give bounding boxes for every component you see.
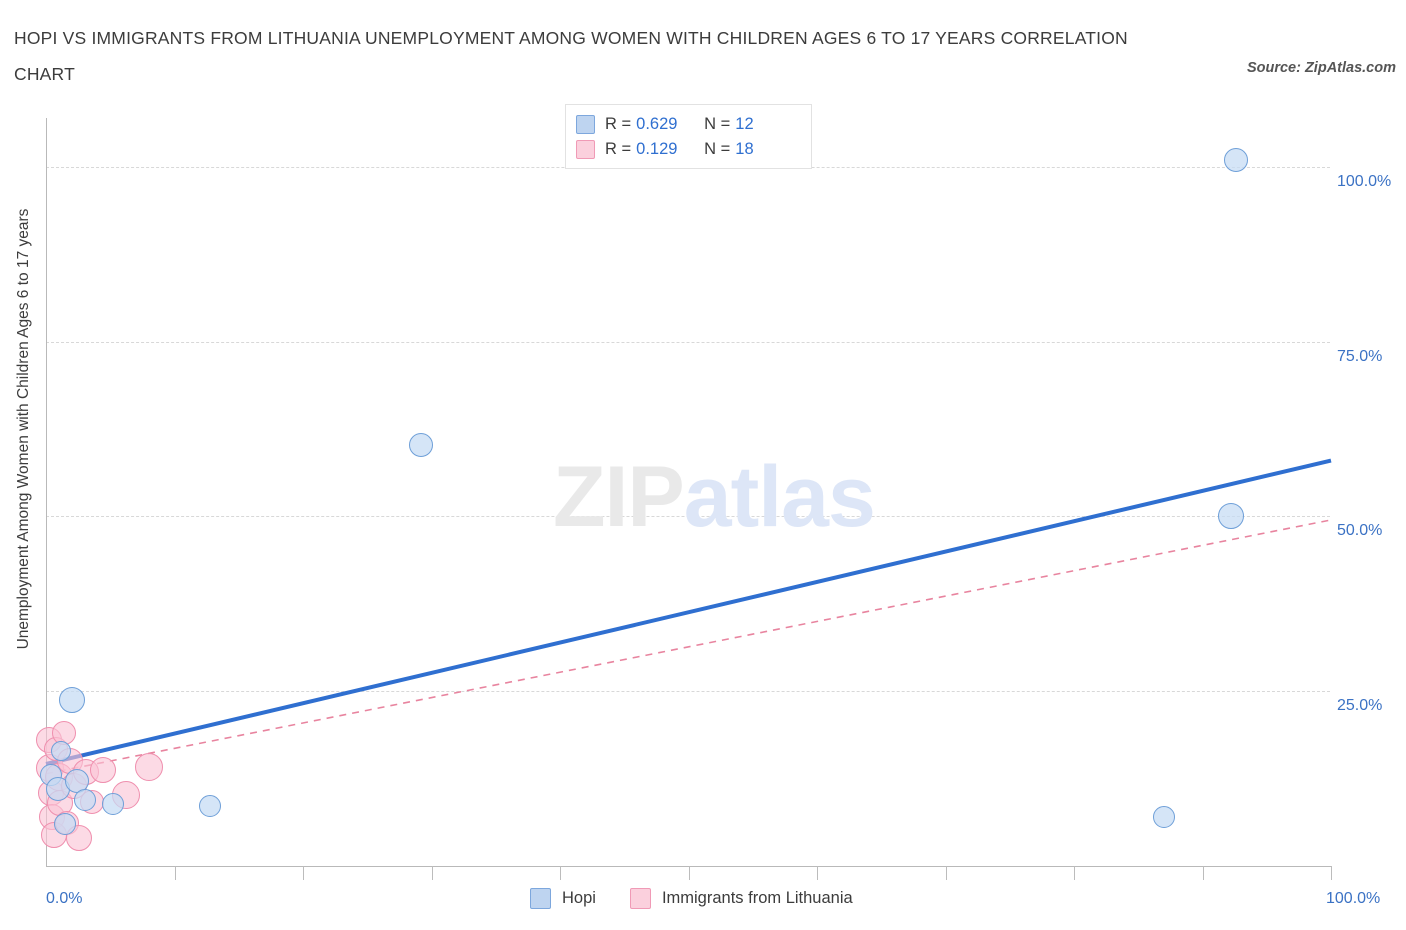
data-point[interactable] xyxy=(199,794,222,817)
legend-swatch-hopi-icon xyxy=(530,888,551,909)
series-legend: Hopi Immigrants from Lithuania xyxy=(530,888,887,909)
n-value-hopi: 12 xyxy=(735,115,754,133)
y-axis-title: Unemployment Among Women with Children A… xyxy=(15,208,32,650)
x-axis-min-label: 0.0% xyxy=(46,890,83,907)
n-value-lithuania: 18 xyxy=(735,140,754,158)
plot-area xyxy=(46,118,1330,866)
x-axis-tick xyxy=(817,866,818,880)
stat-row-lithuania: R = 0.129 N = 18 xyxy=(576,137,801,162)
x-axis-tick xyxy=(945,866,947,880)
page-title: HOPI VS IMMIGRANTS FROM LITHUANIA UNEMPL… xyxy=(14,28,1128,84)
legend-label-hopi: Hopi xyxy=(562,889,596,907)
legend-item-lithuania[interactable]: Immigrants from Lithuania xyxy=(629,888,853,909)
data-point[interactable] xyxy=(409,433,434,458)
x-axis-tick xyxy=(431,866,433,880)
y-axis-tick-label: 100.0% xyxy=(1337,172,1392,190)
swatch-blue-icon xyxy=(576,115,595,134)
data-point[interactable] xyxy=(1217,503,1244,530)
data-point[interactable] xyxy=(134,752,163,781)
correlation-stats-box: R = 0.629 N = 12 R = 0.129 N = 18 xyxy=(565,104,812,169)
x-axis-tick xyxy=(560,866,561,880)
legend-item-hopi[interactable]: Hopi xyxy=(530,888,596,909)
data-point[interactable] xyxy=(51,740,72,761)
x-axis-max-label: 100.0% xyxy=(1326,890,1381,907)
data-point[interactable] xyxy=(89,756,116,783)
data-point[interactable] xyxy=(54,813,77,836)
data-point[interactable] xyxy=(73,788,96,811)
chart-header: HOPI VS IMMIGRANTS FROM LITHUANIA UNEMPL… xyxy=(0,0,1406,96)
gridline xyxy=(46,341,1330,343)
stat-row-hopi: R = 0.629 N = 12 xyxy=(576,112,801,137)
r-value-lithuania: 0.129 xyxy=(636,140,678,158)
n-label-hopi: N = xyxy=(704,115,731,133)
x-axis-tick xyxy=(1331,866,1332,880)
x-axis-tick xyxy=(1202,866,1204,880)
y-axis-tick-label: 75.0% xyxy=(1337,347,1383,365)
n-label-lithuania: N = xyxy=(704,140,731,158)
data-point[interactable] xyxy=(58,686,85,713)
source-label: Source: ZipAtlas.com xyxy=(1246,60,1396,76)
gridline xyxy=(46,691,1330,693)
data-point[interactable] xyxy=(101,793,124,816)
legend-label-lithuania: Immigrants from Lithuania xyxy=(661,889,853,907)
r-label-lithuania: R = xyxy=(605,140,632,158)
swatch-pink-icon xyxy=(576,140,595,159)
data-point[interactable] xyxy=(1152,806,1175,829)
r-label-hopi: R = xyxy=(605,115,632,133)
y-axis-tick-label: 25.0% xyxy=(1337,697,1383,715)
x-axis-tick xyxy=(688,866,690,880)
gridline xyxy=(46,516,1330,518)
x-axis-tick xyxy=(303,866,304,880)
r-value-hopi: 0.629 xyxy=(636,115,678,133)
legend-swatch-lithuania-icon xyxy=(629,888,651,909)
x-axis-tick xyxy=(1074,866,1075,880)
data-point[interactable] xyxy=(1223,147,1248,172)
y-axis-tick-label: 50.0% xyxy=(1337,522,1383,540)
x-axis-tick xyxy=(174,866,176,880)
